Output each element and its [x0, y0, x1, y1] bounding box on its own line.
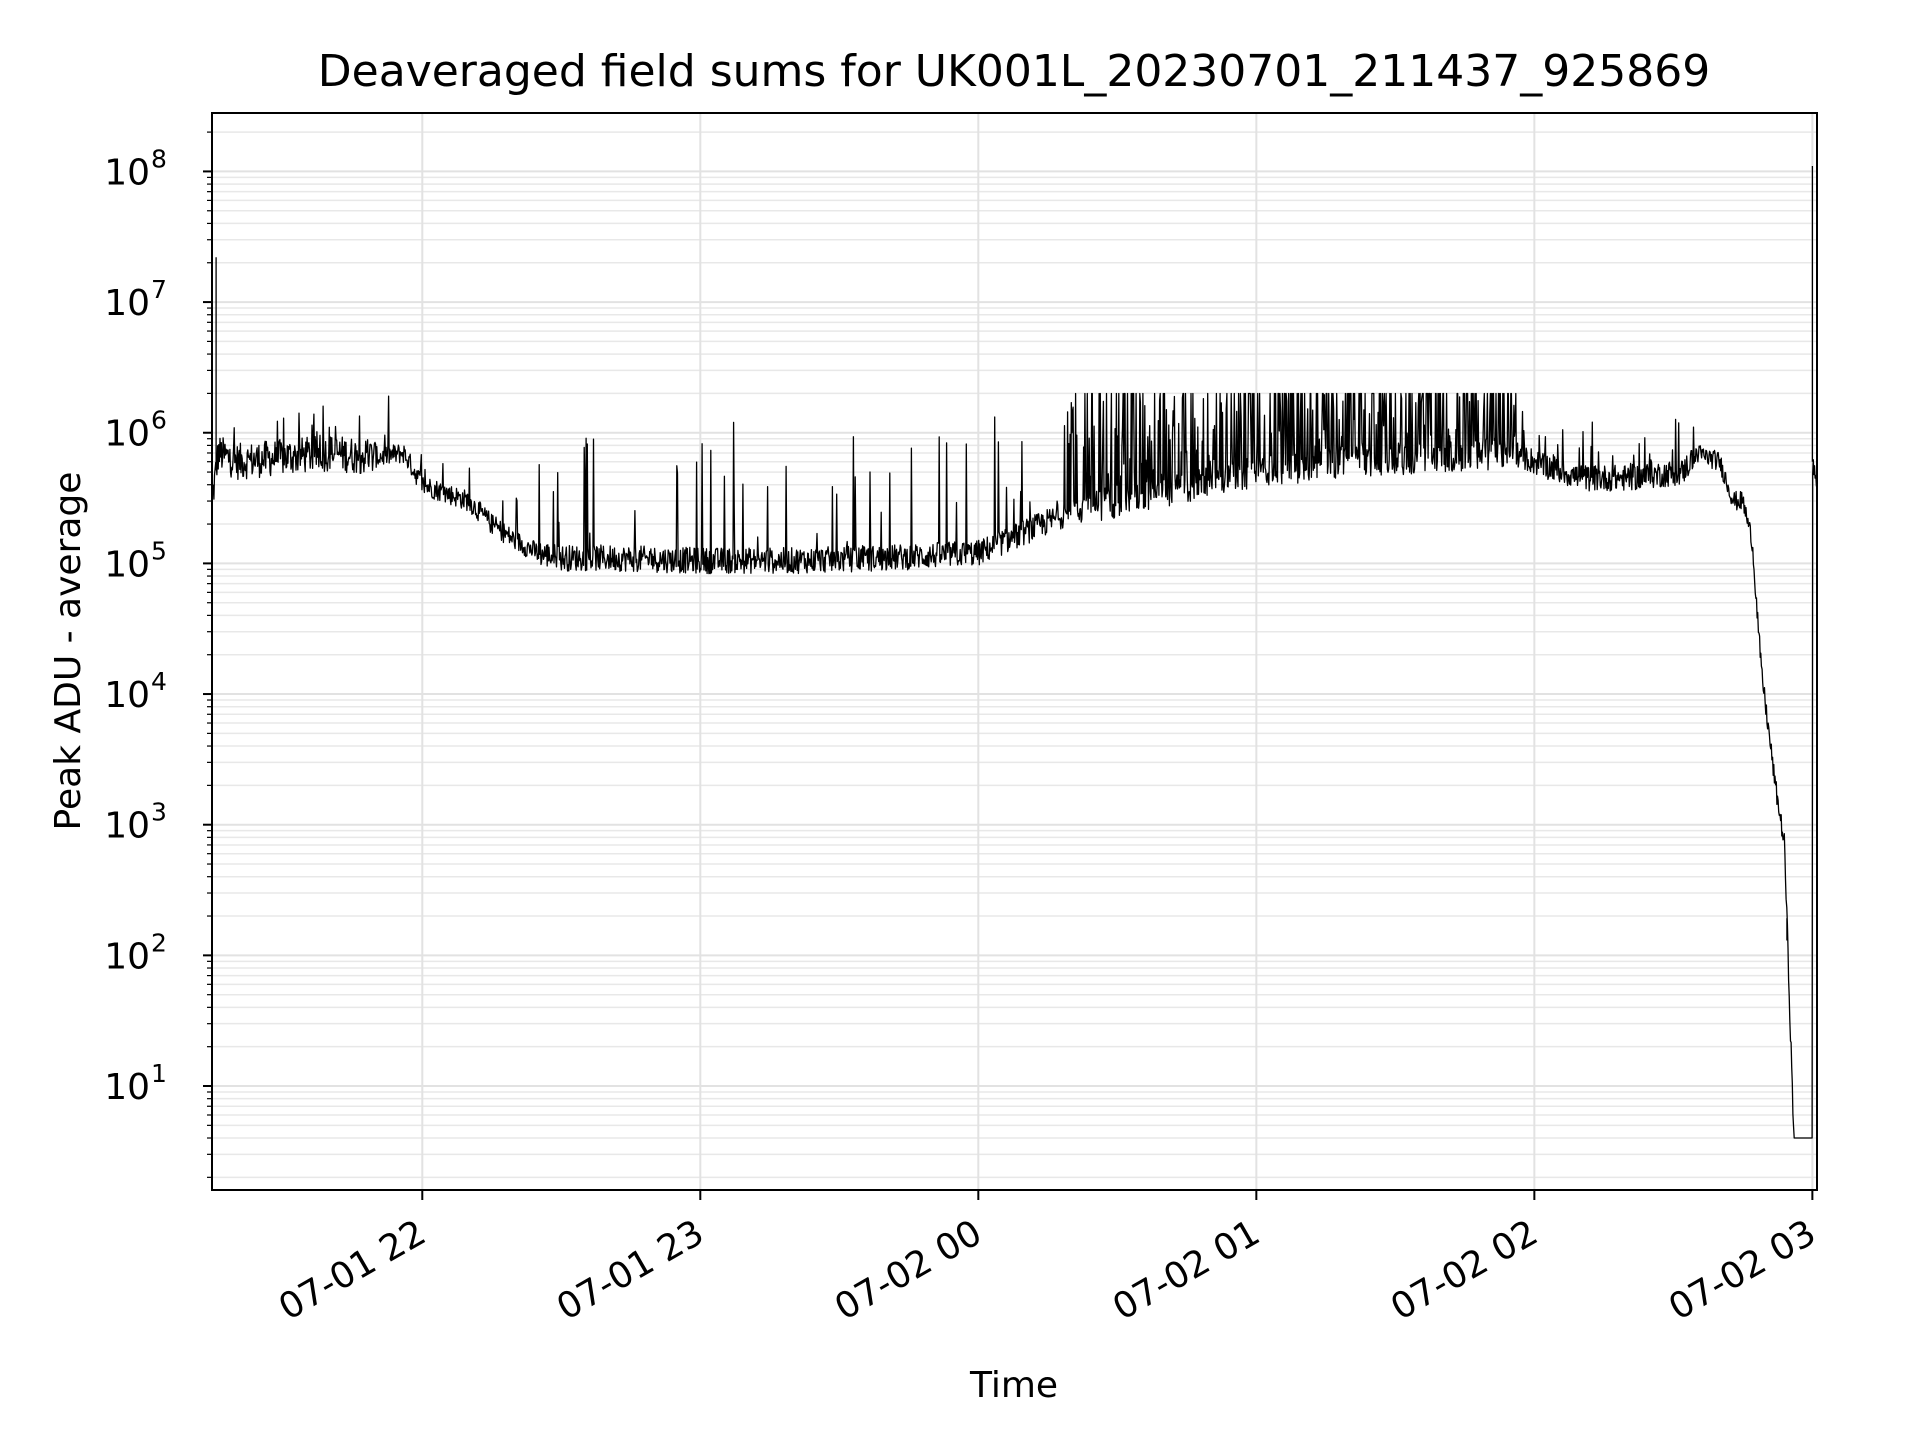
chart-title: Deaveraged field sums for UK001L_2023070…	[318, 46, 1710, 97]
y-tick-base: 10	[104, 544, 150, 585]
y-tick-label: 10 2	[104, 928, 167, 977]
y-tick-exponent: 4	[151, 667, 167, 696]
y-tick-base: 10	[104, 152, 150, 193]
y-tick-exponent: 8	[151, 144, 167, 173]
y-tick-base: 10	[104, 1067, 150, 1108]
plot-frame	[211, 112, 1818, 1191]
y-tick-exponent: 7	[151, 275, 167, 304]
y-tick-base: 10	[104, 675, 150, 716]
y-tick-exponent: 5	[151, 536, 167, 565]
grid	[212, 113, 1817, 1190]
y-tick-exponent: 2	[151, 928, 167, 957]
x-tick-label: 07-02 02	[1384, 1212, 1545, 1328]
y-tick-exponent: 1	[151, 1059, 167, 1088]
x-tick-label: 07-02 03	[1662, 1212, 1823, 1328]
y-tick-base: 10	[104, 806, 150, 847]
y-tick-label: 10 1	[104, 1059, 167, 1108]
y-tick-label: 10 5	[104, 536, 167, 585]
y-tick-label: 10 4	[104, 667, 167, 716]
y-tick-label: 10 8	[104, 144, 167, 193]
x-tick-label: 07-01 23	[550, 1212, 711, 1328]
y-tick-label: 10 7	[104, 275, 167, 324]
x-axis-label: Time	[969, 1365, 1058, 1406]
y-tick-base: 10	[104, 283, 150, 324]
y-axis-label: Peak ADU - average	[48, 472, 89, 831]
y-tick-exponent: 6	[151, 406, 167, 435]
x-tick-label: 07-02 01	[1106, 1212, 1267, 1328]
y-tick-base: 10	[104, 414, 150, 455]
x-tick-label: 07-02 00	[828, 1212, 989, 1328]
y-tick-exponent: 3	[151, 798, 167, 827]
y-tick-label: 10 3	[104, 798, 167, 847]
series-line	[211, 166, 1818, 1139]
y-tick-base: 10	[104, 936, 150, 977]
y-tick-label: 10 6	[104, 406, 167, 455]
x-tick-label: 07-01 22	[272, 1212, 433, 1328]
